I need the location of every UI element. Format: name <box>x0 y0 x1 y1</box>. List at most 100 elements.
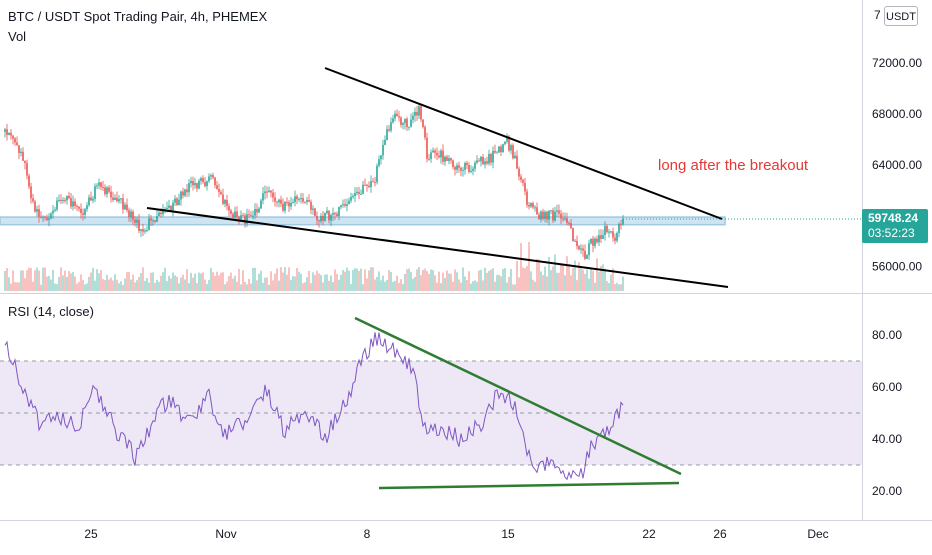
candle-body <box>18 145 20 153</box>
volume-bar <box>612 268 614 291</box>
candle-body <box>406 118 408 128</box>
rsi-tick-label: 80.00 <box>872 328 902 342</box>
candle-body <box>80 208 82 214</box>
candle-body <box>570 223 572 229</box>
candle-body <box>34 201 36 212</box>
volume-bar <box>370 267 372 291</box>
candle-body <box>516 155 518 169</box>
candle-body <box>550 210 552 212</box>
volume-bar <box>468 271 470 291</box>
volume-bar <box>294 276 296 291</box>
candle-body <box>60 199 62 201</box>
candle-body <box>474 162 476 169</box>
candle-body <box>44 216 46 218</box>
candle-body <box>142 229 144 232</box>
currency-button[interactable]: USDT <box>884 6 918 26</box>
volume-bar <box>150 272 152 291</box>
volume-bar <box>108 279 110 291</box>
symbol-legend[interactable]: BTC / USDT Spot Trading Pair, 4h, PHEMEX <box>8 9 268 24</box>
candle-body <box>130 211 132 218</box>
candle-body <box>490 154 492 163</box>
candle-body <box>504 141 506 145</box>
volume-bar <box>458 279 460 291</box>
volume-bar <box>470 283 472 291</box>
price-tick-label: 56000.00 <box>872 260 922 274</box>
volume-bar <box>452 281 454 291</box>
volume-bar <box>98 273 100 291</box>
volume-bar <box>292 276 294 291</box>
volume-bar <box>620 284 622 291</box>
candle-body <box>588 243 590 256</box>
candle-body <box>422 119 424 127</box>
candle-body <box>520 176 522 180</box>
volume-bar <box>196 283 198 291</box>
volume-bar <box>252 267 254 291</box>
volume-bar <box>202 272 204 291</box>
candle-body <box>8 132 10 135</box>
volume-bar <box>132 274 134 291</box>
descending-trendline <box>324 67 723 220</box>
candle-body <box>480 156 482 162</box>
volume-bar <box>284 267 286 291</box>
volume-bar <box>528 242 530 291</box>
volume-bar <box>10 283 12 291</box>
candle-body <box>24 160 26 164</box>
candle-body <box>574 240 576 242</box>
candle-body <box>528 204 530 207</box>
candle-body <box>476 160 478 163</box>
volume-bar <box>578 262 580 291</box>
volume-bar <box>442 272 444 291</box>
time-tick-label: 26 <box>713 527 727 541</box>
candle-body <box>538 214 540 220</box>
candle-body <box>274 197 276 202</box>
volume-bar <box>222 272 224 291</box>
candle-body <box>88 197 90 206</box>
candle-body <box>454 167 456 170</box>
candle-body <box>492 150 494 163</box>
candle-body <box>542 211 544 219</box>
volume-bar <box>376 276 378 291</box>
candle-body <box>262 193 264 201</box>
volume-bar <box>404 273 406 291</box>
volume-bar <box>312 272 314 291</box>
candle-body <box>352 196 354 198</box>
candle-body <box>76 206 78 208</box>
candle-body <box>380 155 382 160</box>
volume-bar <box>204 279 206 291</box>
candle-body <box>444 156 446 162</box>
candle-body <box>82 213 84 215</box>
volume-bar <box>448 273 450 291</box>
candle-body <box>176 198 178 205</box>
candle-body <box>204 182 206 187</box>
volume-bar <box>552 266 554 291</box>
candle-body <box>464 162 466 170</box>
volume-bar <box>440 283 442 291</box>
candle-body <box>212 175 214 178</box>
volume-bar <box>518 277 520 291</box>
candle-body <box>128 210 130 218</box>
volume-bar <box>418 266 420 291</box>
volume-bar <box>6 268 8 291</box>
volume-bar <box>588 278 590 291</box>
candle-body <box>390 122 392 131</box>
candle-body <box>578 246 580 250</box>
volume-bar <box>100 269 102 291</box>
candle-body <box>374 182 376 184</box>
candle-body <box>606 225 608 233</box>
volume-legend[interactable]: Vol <box>8 29 27 44</box>
rsi-legend[interactable]: RSI (14, close) <box>8 304 94 319</box>
volume-bar <box>428 274 430 291</box>
volume-bar <box>280 267 282 291</box>
volume-bar <box>208 279 210 291</box>
candle-body <box>308 200 310 202</box>
volume-bar <box>266 277 268 291</box>
volume-bar <box>178 283 180 291</box>
volume-bar <box>324 274 326 291</box>
candle-body <box>266 191 268 193</box>
candle-body <box>16 142 18 146</box>
candle-body <box>470 170 472 172</box>
volume-bar <box>530 271 532 291</box>
volume-bar <box>604 268 606 291</box>
